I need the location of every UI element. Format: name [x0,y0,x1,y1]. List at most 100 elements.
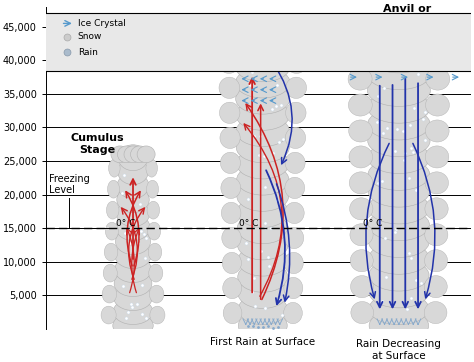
Ellipse shape [235,51,290,82]
Text: First Rain at Surface: First Rain at Surface [210,337,315,347]
Ellipse shape [111,146,129,163]
Ellipse shape [137,146,155,163]
Ellipse shape [285,177,305,198]
Ellipse shape [149,285,164,303]
Ellipse shape [350,198,373,220]
Ellipse shape [221,202,241,224]
Ellipse shape [425,172,448,194]
Ellipse shape [115,257,152,282]
Ellipse shape [367,75,430,106]
Ellipse shape [108,180,119,198]
Ellipse shape [285,127,306,148]
Ellipse shape [354,15,474,52]
Ellipse shape [425,120,449,142]
Ellipse shape [351,302,374,324]
Ellipse shape [414,22,452,38]
Ellipse shape [237,229,288,260]
Ellipse shape [266,37,300,57]
Ellipse shape [226,37,259,57]
Ellipse shape [368,226,429,257]
Ellipse shape [369,276,429,308]
Ellipse shape [146,180,159,198]
Ellipse shape [148,243,162,261]
Ellipse shape [236,84,290,114]
Text: Rain Decreasing
at Surface: Rain Decreasing at Surface [356,339,441,361]
Ellipse shape [246,37,280,57]
Ellipse shape [350,224,373,246]
Ellipse shape [113,313,153,338]
Ellipse shape [256,37,290,57]
Ellipse shape [219,102,240,123]
Ellipse shape [456,22,474,38]
Ellipse shape [425,198,448,220]
Ellipse shape [116,201,150,227]
Ellipse shape [368,192,429,224]
Ellipse shape [220,152,240,173]
Ellipse shape [425,224,448,246]
Ellipse shape [368,108,430,140]
Ellipse shape [223,302,242,324]
Ellipse shape [130,146,148,163]
Ellipse shape [369,259,429,291]
Ellipse shape [235,35,291,66]
Ellipse shape [146,159,157,177]
Text: Snow: Snow [78,32,102,41]
Ellipse shape [237,245,288,276]
Ellipse shape [424,302,447,324]
Ellipse shape [118,146,136,163]
Ellipse shape [348,68,372,90]
Text: Mature
Stage: Mature Stage [240,23,285,44]
Ellipse shape [350,22,388,38]
Ellipse shape [219,77,240,98]
Ellipse shape [238,278,288,308]
Ellipse shape [284,202,304,224]
Ellipse shape [367,24,431,56]
Ellipse shape [285,152,305,173]
Ellipse shape [371,22,410,38]
Ellipse shape [221,177,241,198]
Ellipse shape [117,173,149,199]
Ellipse shape [237,213,288,244]
Ellipse shape [216,37,249,57]
Ellipse shape [426,42,450,64]
Ellipse shape [147,222,161,240]
Ellipse shape [117,187,149,212]
Ellipse shape [368,125,430,157]
Ellipse shape [223,277,242,299]
FancyBboxPatch shape [0,13,474,71]
Ellipse shape [109,159,120,177]
Text: 0° C: 0° C [116,219,136,228]
Ellipse shape [392,22,431,38]
Ellipse shape [116,229,151,254]
Ellipse shape [237,148,289,179]
Ellipse shape [367,58,430,90]
Ellipse shape [348,42,372,64]
Text: Cumulus
Stage: Cumulus Stage [70,134,124,155]
Ellipse shape [114,285,152,311]
Ellipse shape [424,275,447,298]
Ellipse shape [368,176,430,207]
Ellipse shape [367,41,431,73]
Ellipse shape [104,243,118,261]
Ellipse shape [286,77,307,98]
Ellipse shape [238,262,288,292]
Ellipse shape [236,116,290,147]
Ellipse shape [103,264,117,282]
Ellipse shape [283,302,302,324]
Ellipse shape [101,306,116,324]
Ellipse shape [236,67,290,98]
Ellipse shape [118,145,148,171]
Ellipse shape [237,164,289,195]
Ellipse shape [425,250,447,272]
Ellipse shape [220,127,240,148]
Ellipse shape [114,271,152,296]
Ellipse shape [219,52,239,73]
Ellipse shape [105,222,118,240]
Ellipse shape [328,22,367,38]
Text: Anvil or
Dissipating Stage: Anvil or Dissipating Stage [352,4,463,25]
Ellipse shape [237,181,289,211]
Ellipse shape [236,100,290,130]
Ellipse shape [236,132,289,163]
Ellipse shape [349,120,373,142]
Ellipse shape [284,277,303,299]
